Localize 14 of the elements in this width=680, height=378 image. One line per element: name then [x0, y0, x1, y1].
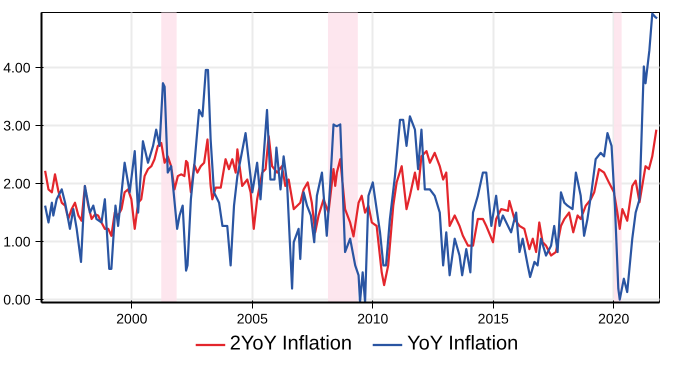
y-tick-label: 2.00 — [3, 176, 31, 192]
line-series — [44, 12, 658, 302]
x-tick-label: 2010 — [357, 310, 389, 326]
y-tick-label: 0.00 — [3, 292, 31, 308]
line-series — [44, 128, 658, 286]
y-tick-label: 1.00 — [3, 234, 31, 250]
legend-label: 2YoY Inflation — [230, 332, 352, 356]
x-tick-label: 2015 — [478, 310, 510, 326]
x-tick-label: 2005 — [236, 310, 268, 326]
legend-label: YoY Inflation — [407, 332, 518, 356]
y-tick-label: 3.00 — [3, 118, 31, 134]
y-tick-label: 4.00 — [3, 60, 31, 76]
x-tick-label: 2020 — [598, 310, 630, 326]
x-tick-label: 2000 — [116, 310, 148, 326]
